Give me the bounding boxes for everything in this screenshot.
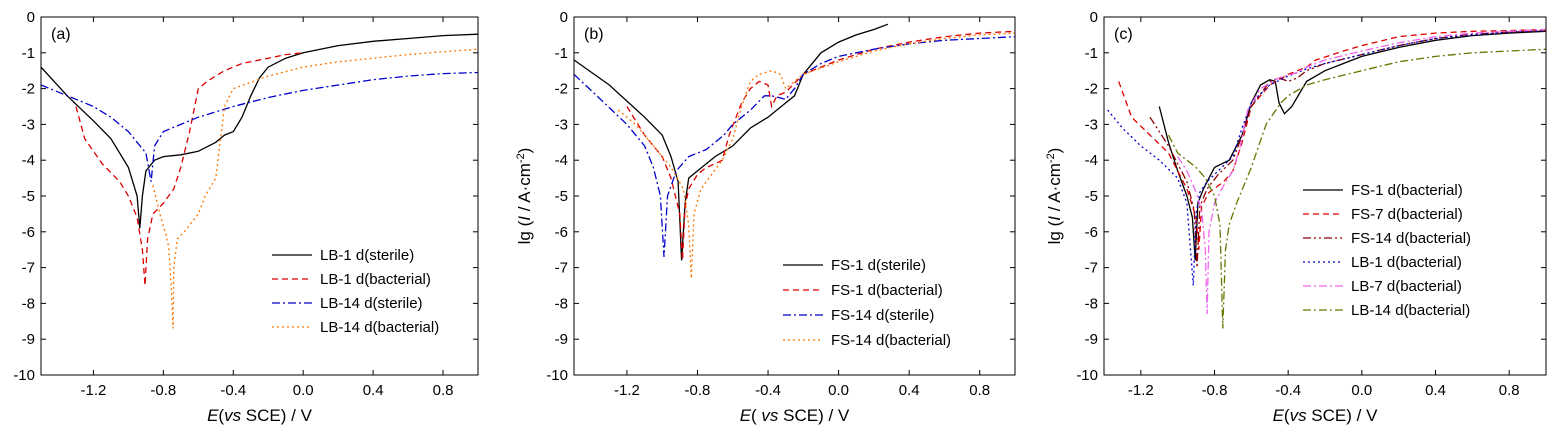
x-tick-label: 0.8 [1499, 382, 1520, 399]
y-tick-label: -2 [1085, 81, 1098, 98]
legend-label: FS-1 d(bacterial) [1351, 182, 1463, 199]
y-tick-label: -4 [555, 152, 568, 169]
plot-frame [573, 16, 1016, 376]
legend-label: FS-1 d(sterile) [831, 257, 926, 274]
x-tick-label: 0.4 [899, 382, 920, 399]
x-tick-label: -1.2 [81, 382, 107, 399]
y-tick-label: -4 [22, 152, 35, 169]
x-tick-label: -0.8 [1202, 382, 1228, 399]
x-tick-label: 0.0 [1351, 382, 1372, 399]
legend: FS-1 d(bacterial) FS-7 d(bacterial) FS-14 … [1303, 182, 1471, 319]
panel-label: (c) [1114, 26, 1133, 43]
y-tick-label: -7 [555, 260, 568, 277]
series-line-2 [1118, 28, 1546, 250]
y-tick-label: -1 [1085, 45, 1098, 62]
x-tick-label: -1.2 [1128, 382, 1154, 399]
y-tick-label: -3 [22, 116, 35, 133]
y-tick-label: -6 [1085, 224, 1098, 241]
y-tick-label: -10 [1076, 367, 1098, 384]
x-tick-label: 0.4 [363, 382, 384, 399]
y-tick-label: -2 [22, 81, 35, 98]
y-tick-label: -8 [1085, 295, 1098, 312]
y-tick-label: -6 [555, 224, 568, 241]
x-tick-label: 0.0 [828, 382, 849, 399]
legend-label: LB-7 d(bacterial) [1351, 278, 1462, 295]
panel-label: (b) [584, 26, 604, 43]
series-line-3 [41, 71, 478, 182]
series-line-1 [41, 33, 478, 229]
y-tick-label: -2 [555, 81, 568, 98]
series-line-2 [626, 30, 1015, 261]
y-tick-label: -7 [22, 260, 35, 277]
y-tick-label: -8 [22, 295, 35, 312]
legend-label: LB-1 d(bacterial) [320, 271, 431, 288]
legend: LB-1 d(sterile) LB-1 d(bacterial) LB-14 d(… [272, 247, 439, 336]
x-axis-title: E( vs SCE) / V [740, 406, 850, 425]
series-line-6 [1167, 48, 1546, 329]
series-line-5 [1177, 28, 1546, 315]
legend-label: FS-14 d(bacterial) [1351, 230, 1471, 247]
y-tick-label: -3 [555, 116, 568, 133]
y-tick-label: -1 [555, 45, 568, 62]
series-line-3 [1149, 29, 1546, 268]
x-tick-label: -0.8 [685, 382, 711, 399]
y-tick-label: -4 [1085, 152, 1098, 169]
x-tick-label: 0.4 [1425, 382, 1446, 399]
y-tick-label: -5 [22, 188, 35, 205]
y-tick-label: -9 [22, 331, 35, 348]
y-tick-label: -9 [1085, 331, 1098, 348]
y-tick-label: -5 [555, 188, 568, 205]
legend: FS-1 d(sterile) FS-1 d(bacterial) FS-14 d(… [783, 257, 951, 349]
series-line-1 [574, 23, 889, 261]
y-axis-title: lg (I / A·cm-2) [1045, 148, 1064, 245]
x-tick-label: -0.8 [150, 382, 176, 399]
x-axis-title: E(vs SCE) / V [207, 406, 313, 425]
series-line-4 [617, 32, 1015, 279]
x-tick-label: -1.2 [614, 382, 640, 399]
series-line-1 [1158, 30, 1546, 261]
legend-label: LB-14 d(bacterial) [1351, 302, 1470, 319]
x-tick-label: 0.0 [293, 382, 314, 399]
series-line-2 [75, 52, 304, 286]
y-tick-label: -8 [555, 295, 568, 312]
y-tick-label: 0 [27, 9, 35, 26]
x-tick-label: 0.8 [969, 382, 990, 399]
y-tick-label: -5 [1085, 188, 1098, 205]
y-axis-title: lg (I / A·cm-2) [515, 148, 534, 245]
y-tick-label: 0 [1090, 9, 1098, 26]
series-line-4 [152, 48, 478, 329]
panel-label: (a) [51, 26, 71, 43]
chart-panel-2: 0 -1 -2 -3 -4 -5 -6 -7 -8 -9 -10 -1.2 -0.8 -0.4 0.0 0.4… [515, 9, 1016, 425]
y-tick-label: -3 [1085, 116, 1098, 133]
y-tick-label: -10 [546, 367, 568, 384]
legend-label: FS-1 d(bacterial) [831, 282, 943, 299]
legend-label: LB-14 d(sterile) [320, 295, 423, 312]
y-tick-label: -9 [555, 331, 568, 348]
series-line-3 [574, 36, 1015, 257]
chart-panel-1: 0 -1 -2 -3 -4 -5 -6 -7 -8 -9 -10 -1.2 -0.8 -0.4 0.0 0.4… [13, 9, 479, 425]
x-tick-label: 0.8 [433, 382, 454, 399]
legend-label: LB-1 d(bacterial) [1351, 254, 1462, 271]
y-tick-label: -6 [22, 224, 35, 241]
x-tick-label: -0.4 [1275, 382, 1301, 399]
legend-label: FS-14 d(bacterial) [831, 332, 951, 349]
chart-panel-3: 0 -1 -2 -3 -4 -5 -6 -7 -8 -9 -10 -1.2 -0.8 -0.4 0.0 0.4… [1045, 9, 1547, 425]
legend-label: LB-14 d(bacterial) [320, 319, 439, 336]
legend-label: FS-14 d(sterile) [831, 307, 934, 324]
y-tick-label: -1 [22, 45, 35, 62]
legend-label: FS-7 d(bacterial) [1351, 206, 1463, 223]
x-tick-label: -0.4 [755, 382, 781, 399]
legend-label: LB-1 d(sterile) [320, 247, 414, 264]
y-tick-label: 0 [560, 9, 568, 26]
x-tick-label: -0.4 [220, 382, 246, 399]
y-tick-label: -10 [13, 367, 35, 384]
y-tick-label: -7 [1085, 260, 1098, 277]
x-axis-title: E(vs SCE) / V [1273, 406, 1379, 425]
